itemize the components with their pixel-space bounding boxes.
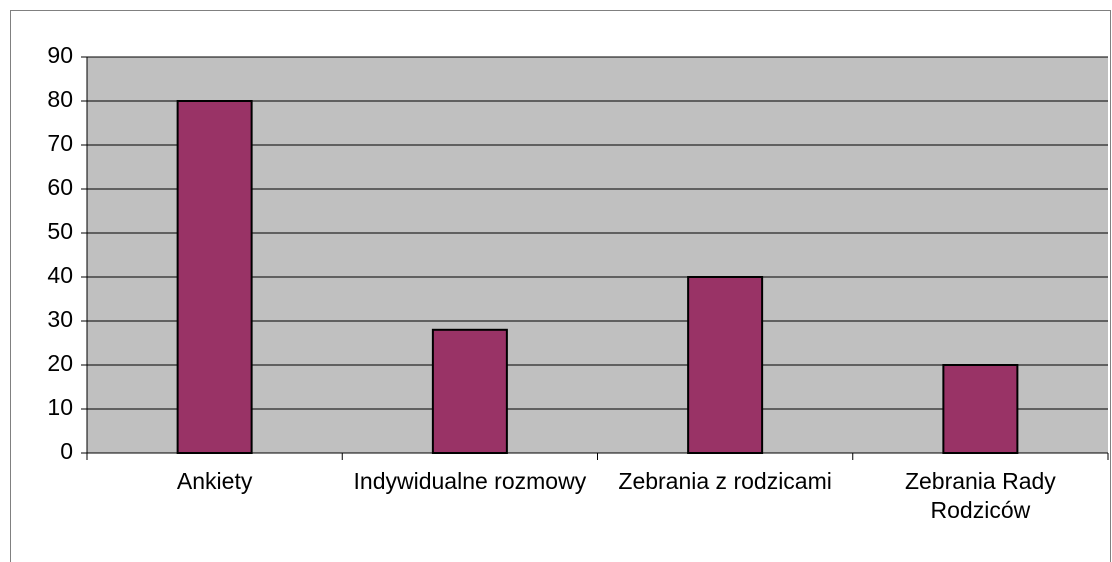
x-tick-label-box: Zebrania z rodzicami <box>618 468 832 494</box>
y-tick-label: 80 <box>47 86 73 112</box>
x-tick-label: Ankiety <box>176 468 253 494</box>
y-tick-label: 0 <box>60 438 73 464</box>
y-tick-label: 90 <box>47 42 73 68</box>
y-tick-label: 50 <box>47 218 73 244</box>
y-tick-label: 40 <box>47 262 73 288</box>
bar <box>176 100 253 454</box>
y-tick-label: 10 <box>47 394 73 420</box>
x-tick-label-box: Zebrania Rady Rodziców <box>904 468 1056 523</box>
bar <box>431 328 508 454</box>
x-tick-label: Indywidualne rozmowy <box>353 468 587 494</box>
bar <box>687 276 764 454</box>
x-tick-label: Zebrania z rodzicami <box>618 468 832 494</box>
y-tick-label: 60 <box>47 174 73 200</box>
bar <box>942 364 1019 454</box>
y-tick-label: 20 <box>47 350 73 376</box>
plot-area <box>87 57 1108 453</box>
y-tick-label: 30 <box>47 306 73 332</box>
x-tick-label-box: Indywidualne rozmowy <box>353 468 587 494</box>
x-tick-label: Zebrania Rady Rodziców <box>904 468 1056 523</box>
x-tick-label-box: Ankiety <box>176 468 253 494</box>
y-tick-label: 70 <box>47 130 73 156</box>
